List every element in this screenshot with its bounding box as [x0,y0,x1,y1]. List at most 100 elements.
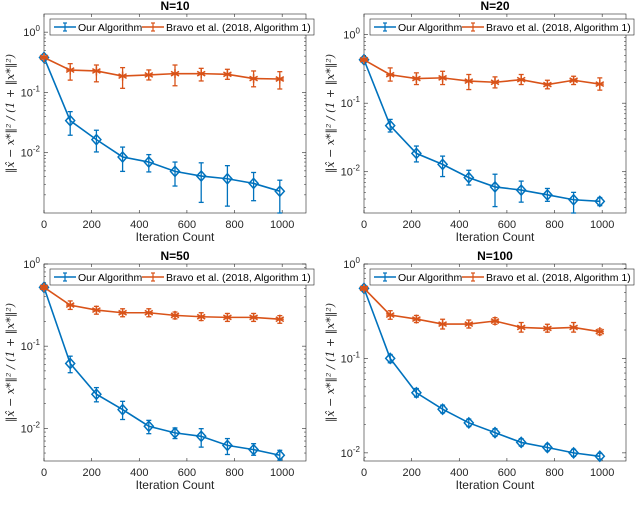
data-point-asterisk [223,69,232,79]
series-line [363,59,600,86]
legend-item-our-algorithm: Our Algorithm [374,272,462,284]
data-point-diamond [169,426,181,439]
data-point-asterisk [65,65,75,75]
data-point-diamond [568,193,580,206]
data-point-asterisk [118,71,127,81]
y-tick-base: 10 [21,423,33,435]
data-point-asterisk [412,74,421,84]
y-tick-base: 10 [343,30,355,42]
y-tick-exponent: 0 [36,24,41,33]
data-point-diamond [221,172,233,185]
x-tick-label: 800 [225,219,243,231]
x-tick-label: 400 [130,219,148,231]
series-line [43,57,281,192]
x-tick-label: 800 [225,467,243,479]
data-point-diamond [489,426,501,439]
data-point-asterisk [65,300,75,310]
y-tick-base: 10 [341,448,353,460]
data-point-asterisk [196,312,206,322]
y-tick-base: 10 [21,87,33,99]
data-point-diamond [568,446,580,459]
series-bravo-et-al [39,282,285,324]
data-point-diamond [594,450,606,463]
x-tick-label: 1000 [270,219,294,231]
x-tick-label: 600 [498,467,516,479]
y-tick-base: 10 [341,98,353,110]
y-axis-label: ‖x̂ − x*‖² / (1 + ‖x*‖²) [324,303,338,422]
data-point-asterisk [438,73,447,83]
data-point-diamond [541,441,553,454]
data-point-asterisk [385,310,395,320]
series-our-algorithm [358,282,606,463]
data-point-diamond [410,386,422,399]
data-point-diamond [274,449,286,462]
x-tick-label: 400 [130,467,148,479]
y-tick-base: 10 [343,259,355,271]
data-point-asterisk [39,52,49,62]
data-point-asterisk [223,312,232,322]
y-tick-label: 100 [23,24,40,39]
data-point-asterisk [595,327,605,337]
y-tick-label: 10-1 [341,350,361,365]
data-point-asterisk [275,74,285,84]
legend-item-bravo-et-al: Bravo et al. (2018, Algorithm 1) [462,22,631,34]
subplot-title: N=50 [160,249,189,263]
legend-box [369,268,635,286]
series-bravo-et-al [39,52,285,90]
data-point-diamond [515,183,527,197]
data-point-asterisk [569,75,578,85]
data-point-asterisk [464,76,474,86]
legend-box [369,18,635,36]
data-point-diamond [221,439,233,452]
data-point-asterisk [196,69,206,79]
data-point-asterisk [144,70,154,80]
subplot-title: N=100 [477,249,513,263]
legend-label: Bravo et al. (2018, Algorithm 1) [486,22,631,34]
x-axis-label: Iteration Count [456,478,535,492]
legend-box [49,268,315,286]
data-point-asterisk [249,312,258,322]
y-tick-base: 10 [341,167,353,179]
data-point-asterisk [412,314,421,324]
x-tick-label: 800 [545,467,563,479]
data-point-diamond [248,443,260,456]
legend: Our Algorithm Bravo et al. (2018, Algorit… [49,18,315,36]
subplot-title: N=20 [480,0,509,13]
legend-item-our-algorithm: Our Algorithm [54,272,142,284]
data-point-diamond [463,416,475,429]
data-point-asterisk [170,310,180,320]
legend: Our Algorithm Bravo et al. (2018, Algorit… [369,268,635,286]
y-tick-label: 10-1 [21,338,41,353]
y-tick-label: 10-1 [341,95,361,110]
series-line [43,56,280,80]
data-point-diamond [489,180,501,194]
series-bravo-et-al [359,55,605,91]
data-point-diamond [169,165,181,178]
y-tick-exponent: -1 [33,338,41,347]
subplot-n20: 0 200 400 600 800 100010010-110-2N=20Iteratio… [324,0,635,244]
data-point-diamond [143,155,155,169]
x-tick-label: 200 [402,219,420,231]
data-point-asterisk [516,322,526,332]
y-tick-base: 10 [21,148,33,160]
y-tick-exponent: 0 [356,256,361,265]
data-point-diamond [384,119,396,132]
data-point-diamond [90,133,102,146]
x-tick-label: 1000 [270,467,294,479]
y-tick-base: 10 [23,27,35,39]
legend-label: Our Algorithm [398,22,462,34]
data-point-diamond [64,114,76,127]
legend-item-our-algorithm: Our Algorithm [54,22,142,34]
legend-label: Our Algorithm [78,22,142,34]
data-point-asterisk [490,77,500,87]
y-tick-label: 100 [23,256,40,271]
series-our-algorithm [38,281,286,462]
y-tick-label: 10-2 [21,420,41,435]
data-point-diamond [384,352,396,365]
subplot-n100: 0 200 400 600 800 100010010-110-2N=100Iterati… [324,249,635,492]
data-point-diamond [463,171,475,184]
data-point-asterisk [385,70,395,80]
data-point-diamond [274,185,286,198]
x-tick-label: 0 [361,467,367,479]
series-line [363,59,600,203]
